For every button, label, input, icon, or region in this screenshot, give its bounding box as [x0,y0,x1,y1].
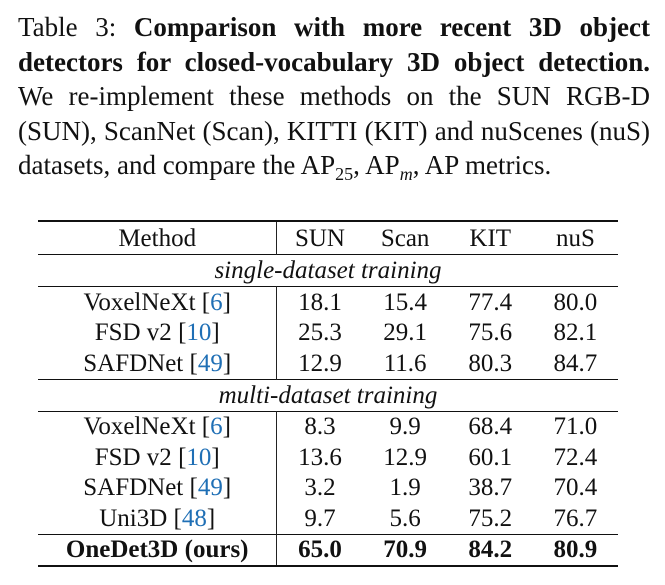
method-cell: VoxelNeXt [6] [38,286,278,318]
header-scan: Scan [380,224,430,252]
cite-close-bracket: ] [211,443,220,471]
caption-body-2: , AP [353,150,400,180]
value-cell: 25.3 [298,319,342,347]
value-cell: 8.3 [304,413,336,441]
table-row: FSD v2 [10] 25.3 29.1 75.6 82.1 [38,317,618,348]
cite-close-bracket: ] [206,504,216,532]
method-name: SAFDNet [83,349,184,377]
method-name: FSD v2 [94,443,172,471]
value-cell: 84.7 [553,349,598,377]
table-body: single-dataset training VoxelNeXt [6] 18.1… [38,254,618,566]
caption-title: Comparison with more recent 3D object de… [18,12,651,77]
method-cell: Uni3D [48] [38,503,278,534]
header-sun: SUN [294,224,345,252]
value-cell: 3.2 [304,474,336,502]
citation-link[interactable]: 49 [197,474,223,502]
value-cell: 29.1 [383,319,427,347]
value-cell: 1.9 [389,474,421,502]
method-cell: SAFDNet [49] [38,348,278,379]
cite-open-bracket: [ [183,349,198,377]
value-cell: 70.4 [553,474,598,502]
caption-sub-m: m [399,164,413,184]
cite-open-bracket: [ [195,288,211,316]
caption-sub-25: 25 [335,164,354,184]
citation-link[interactable]: 6 [210,288,223,316]
group-label: single-dataset training [214,257,442,284]
header-nus: nuS [555,224,595,252]
cite-close-bracket: ] [222,413,231,441]
method-name: Uni3D [99,504,168,532]
header-method: Method [38,221,278,255]
caption-label: Table 3: [18,12,117,42]
value-cell: 76.7 [553,504,598,532]
group-header-row: multi-dataset training [38,379,618,411]
value-cell: 15.4 [383,288,427,316]
value-cell: 9.9 [389,413,421,441]
value-cell: 68.4 [468,413,513,441]
method-name: OneDet3D (ours) [38,534,278,566]
cite-close-bracket: ] [222,349,232,377]
value-cell: 77.4 [468,288,513,316]
value-cell: 72.4 [553,443,598,471]
value-cell: 84.2 [468,536,513,564]
cite-close-bracket: ] [222,288,231,316]
table-row: SAFDNet [49] 3.2 1.9 38.7 70.4 [38,472,618,503]
table-row: FSD v2 [10] 13.6 12.9 60.1 72.4 [38,442,618,473]
value-cell: 5.6 [389,504,421,532]
cite-close-bracket: ] [222,474,232,502]
table-row: VoxelNeXt [6] 8.3 9.9 68.4 71.0 [38,411,618,442]
caption-body-1: We re-implement these methods on the SUN… [18,81,650,180]
value-cell: 82.1 [553,319,598,347]
value-cell: 18.1 [298,288,342,316]
group-header-row: single-dataset training [38,254,618,287]
table-row: Uni3D [48] 9.7 5.6 75.2 76.7 [38,503,618,534]
value-cell: 38.7 [468,474,513,502]
method-name: VoxelNeXt [83,288,196,316]
cite-close-bracket: ] [211,319,220,347]
ours-row: OneDet3D (ours) 65.0 70.9 84.2 80.9 [38,534,618,566]
value-cell: 12.9 [383,443,427,471]
cite-open-bracket: [ [167,504,182,532]
method-name: VoxelNeXt [83,413,196,441]
citation-link[interactable]: 49 [197,349,223,377]
table-header-row: Method SUN Scan KIT nuS [38,221,618,255]
value-cell: 13.6 [298,443,342,471]
value-cell: 75.6 [468,319,513,347]
value-cell: 60.1 [468,443,513,471]
results-table: Method SUN Scan KIT nuS single-dataset t… [38,220,618,567]
cite-open-bracket: [ [195,413,211,441]
table-row: SAFDNet [49] 12.9 11.6 80.3 84.7 [38,348,618,379]
method-cell: SAFDNet [49] [38,472,278,503]
cite-open-bracket: [ [171,319,187,347]
citation-link[interactable]: 10 [186,443,212,471]
method-name: FSD v2 [94,319,172,347]
method-cell: VoxelNeXt [6] [38,411,278,442]
value-cell: 11.6 [383,349,427,377]
value-cell: 71.0 [553,413,598,441]
citation-link[interactable]: 48 [181,504,207,532]
table-row: VoxelNeXt [6] 18.1 15.4 77.4 80.0 [38,286,618,318]
citation-link[interactable]: 6 [210,413,223,441]
cite-open-bracket: [ [171,443,187,471]
method-cell: FSD v2 [10] [38,442,278,473]
value-cell: 12.9 [298,349,342,377]
header-kit: KIT [469,224,512,252]
value-cell: 70.9 [383,536,427,564]
caption-body-3: , AP metrics. [412,150,552,180]
group-label: multi-dataset training [218,381,438,409]
value-cell: 80.0 [553,288,598,316]
value-cell: 9.7 [304,504,336,532]
citation-link[interactable]: 10 [186,319,212,347]
value-cell: 80.9 [553,536,598,564]
method-cell: FSD v2 [10] [38,317,278,348]
method-name: SAFDNet [83,474,184,502]
value-cell: 75.2 [468,504,513,532]
value-cell: 65.0 [298,536,342,564]
results-table-wrapper: Method SUN Scan KIT nuS single-dataset t… [38,220,618,567]
value-cell: 80.3 [468,349,513,377]
table-caption: Table 3: Comparison with more recent 3D … [18,10,650,183]
cite-open-bracket: [ [183,474,198,502]
